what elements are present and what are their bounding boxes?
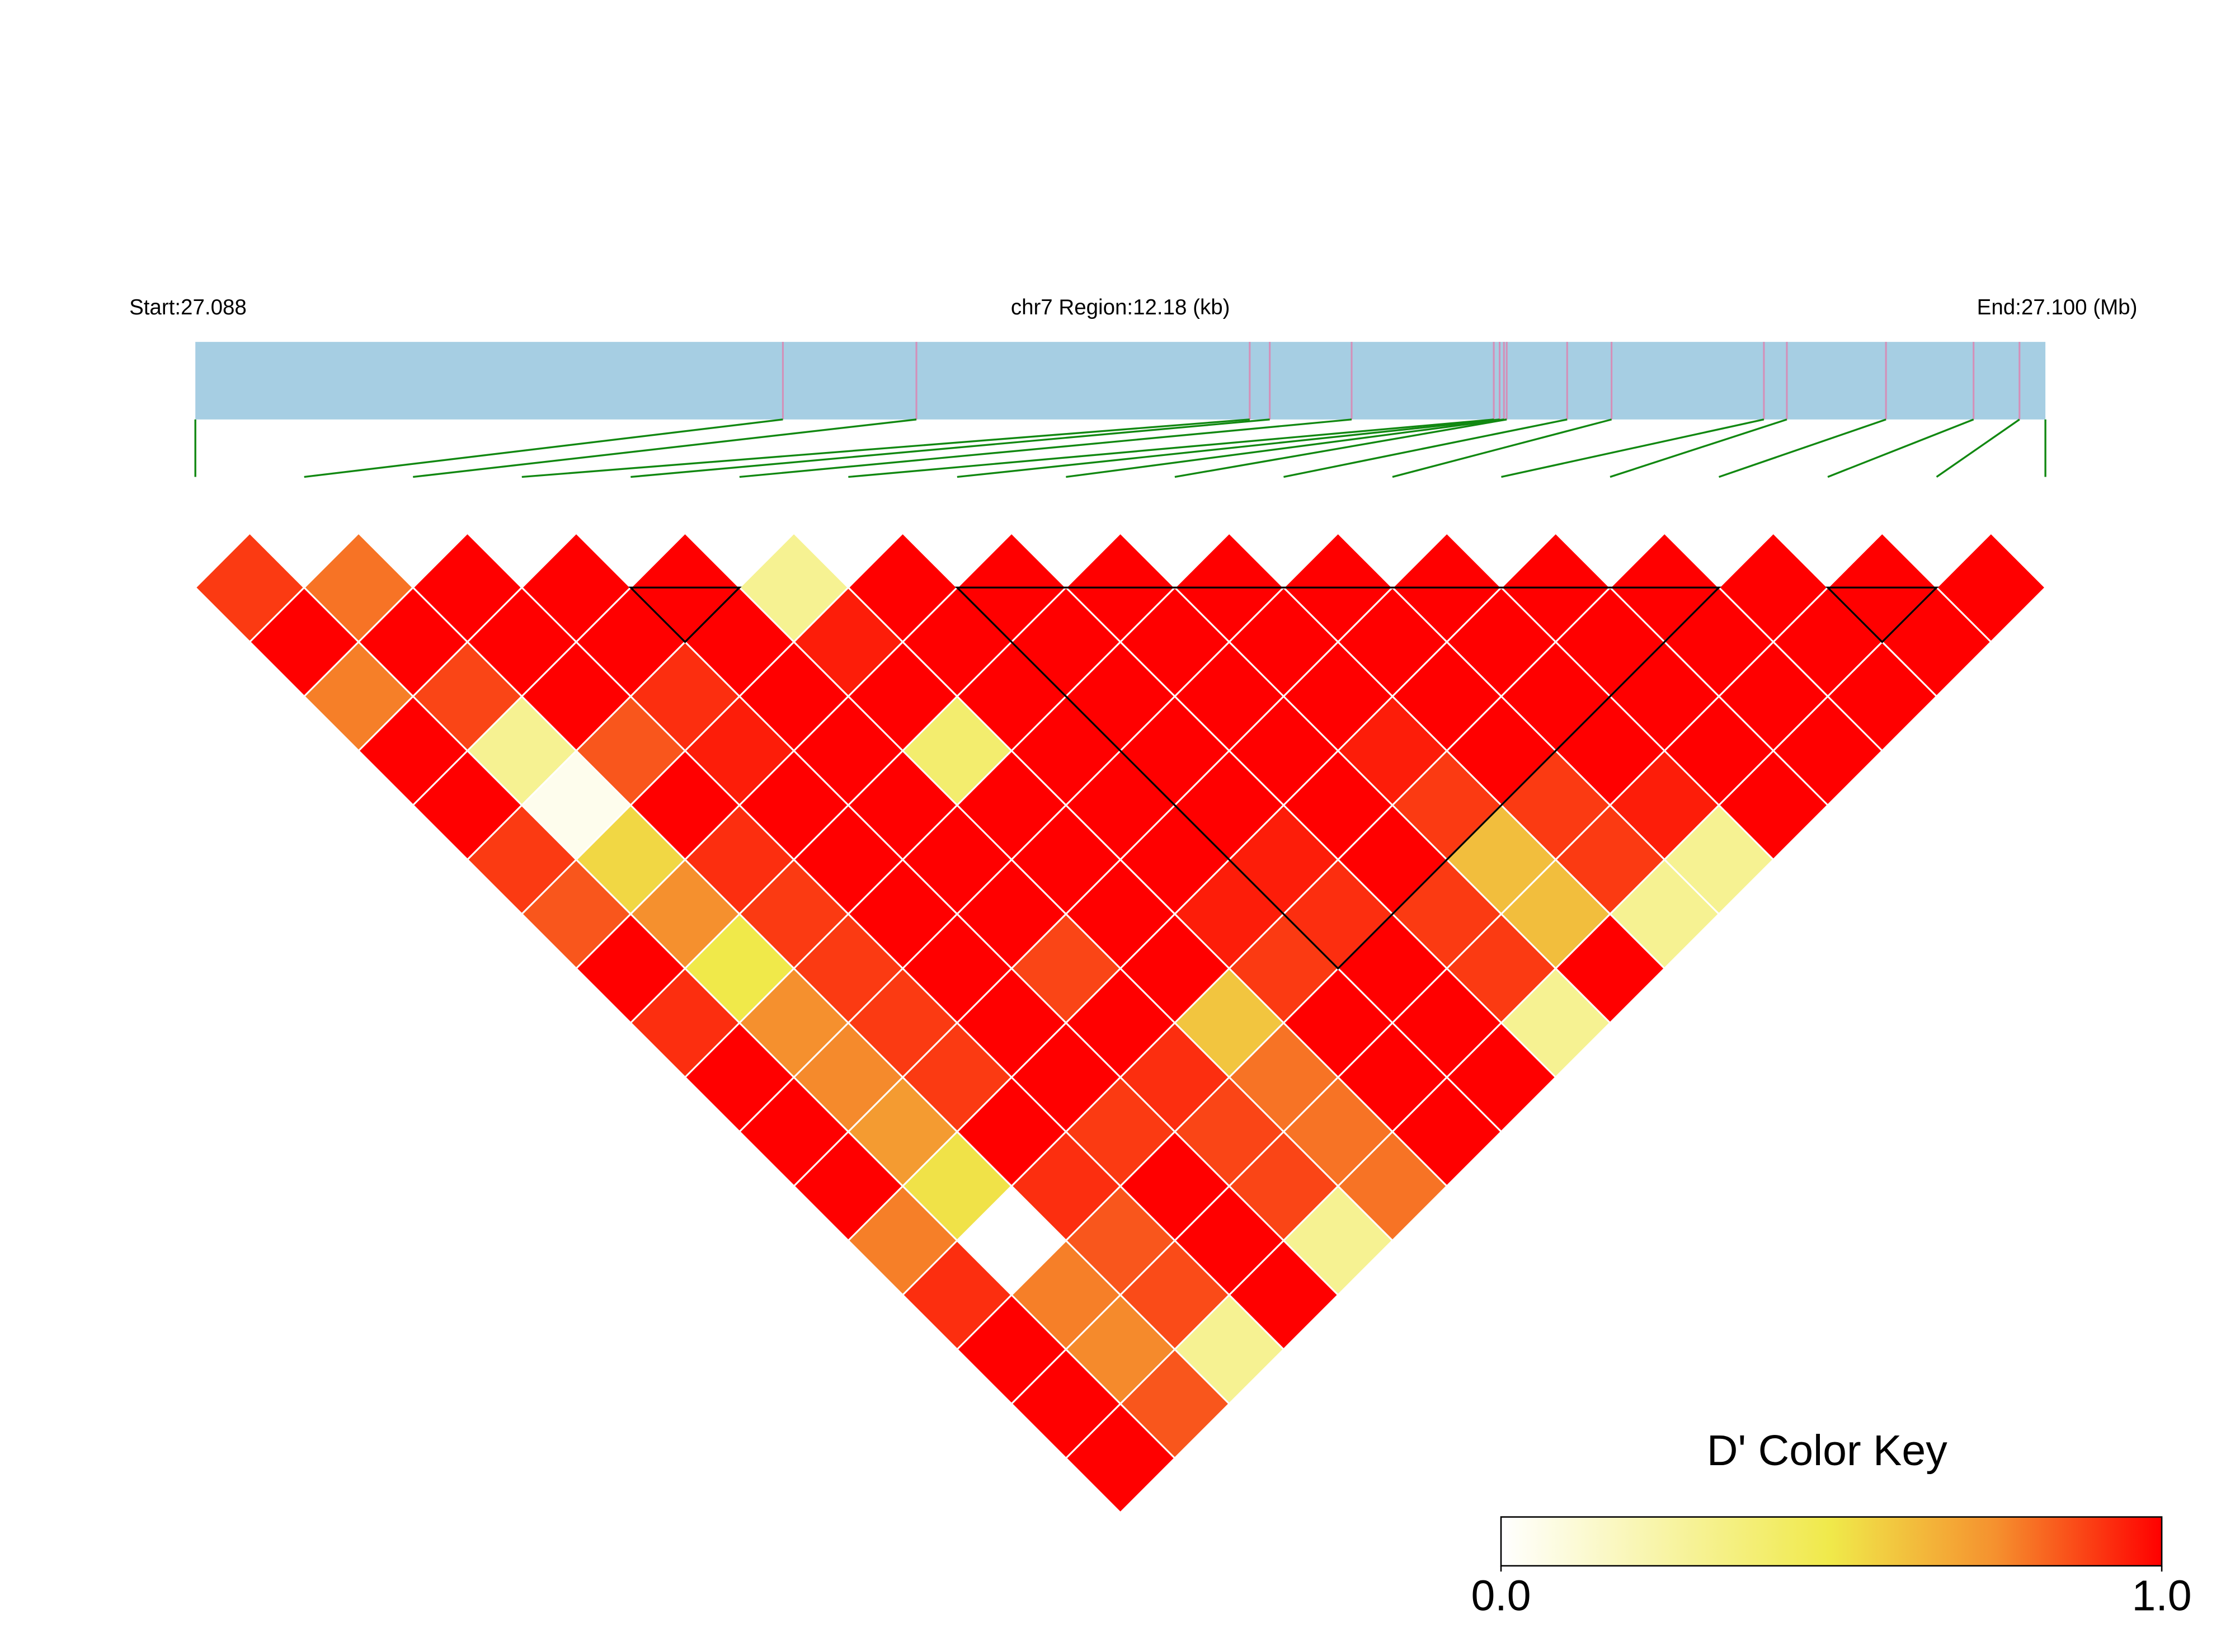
start-label: Start:27.088 [129,295,247,319]
ld-cell [1065,1402,1177,1514]
region-bar [195,342,2046,420]
end-label: End:27.100 (Mb) [1977,295,2138,319]
snp-connector [1827,418,1974,478]
snp-connector [1392,418,1612,478]
snp-connector [1610,418,1787,478]
snp-connector [1174,418,1507,478]
ld-block [628,586,742,643]
key-title: D' Color Key [1707,1427,1947,1475]
snp-connector [848,418,1494,478]
region-label: chr7 Region:12.18 (kb) [1011,295,1230,319]
snp-connector [521,418,1250,478]
ld-block [1825,586,1939,643]
snp-connector [1501,418,1765,478]
key-tick-label: 1.0 [2132,1571,2192,1620]
snp-connector [630,418,1270,478]
snp-connector [304,418,783,478]
color-key [1500,1516,2163,1567]
snp-connector [1066,418,1504,478]
snp-connector [739,418,1352,478]
snp-connector [1936,418,2020,478]
key-tick-label: 0.0 [1471,1571,1531,1620]
snp-connector [413,418,917,478]
ld-block [954,586,1721,970]
snp-connector [1283,418,1568,478]
snp-connector [1718,418,1886,478]
snp-connector [957,418,1500,478]
